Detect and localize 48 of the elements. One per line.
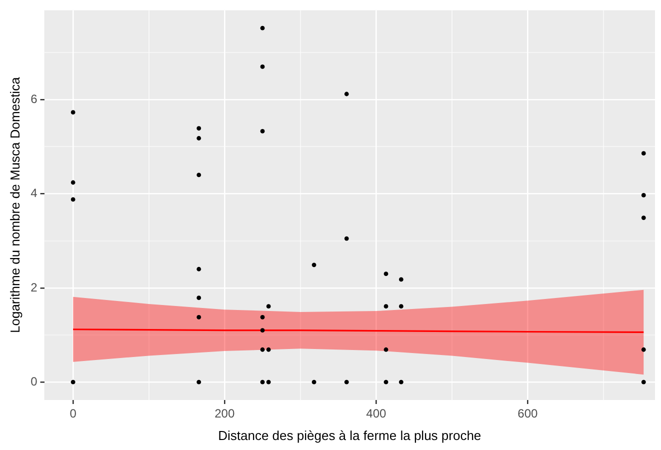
y-tick-label: 4 [30, 186, 38, 200]
point [260, 347, 265, 352]
point [196, 296, 202, 300]
point [70, 180, 76, 185]
point [260, 380, 265, 384]
point [312, 262, 316, 268]
point [260, 314, 265, 320]
point [196, 136, 202, 140]
point [196, 266, 202, 272]
point [260, 64, 265, 69]
point [70, 197, 76, 202]
point [312, 380, 316, 384]
x-tick-label: 200 [214, 406, 235, 421]
point [384, 304, 388, 309]
point [384, 347, 388, 352]
point [196, 126, 202, 131]
point [398, 304, 404, 309]
point [344, 380, 349, 384]
point [196, 172, 202, 178]
y-tick-label: 2 [30, 280, 38, 294]
point [384, 380, 388, 384]
x-tick-label: 600 [518, 406, 538, 421]
y-axis-title: Logarithme du nombre de Musca Domestica [7, 76, 22, 333]
point [260, 128, 265, 134]
x-tick-label: 400 [366, 406, 386, 421]
point [641, 347, 646, 352]
point [344, 236, 349, 241]
point [266, 304, 271, 309]
point [344, 92, 349, 96]
point [398, 277, 404, 282]
x-tick-label: 0 [70, 406, 77, 421]
point [70, 380, 76, 384]
point [384, 272, 388, 276]
point [260, 26, 265, 30]
point [266, 347, 271, 352]
y-tick-label: 0 [30, 374, 38, 388]
y-tick-label: 6 [30, 92, 38, 106]
x-axis-title: Distance des pièges à la ferme la plus proche [218, 428, 482, 443]
point [260, 328, 265, 333]
point [641, 216, 646, 220]
point [266, 380, 271, 384]
point [196, 314, 202, 320]
point [70, 110, 76, 115]
point [398, 380, 404, 384]
point [641, 151, 646, 156]
point [196, 380, 202, 384]
point [641, 380, 646, 384]
point [641, 193, 646, 198]
